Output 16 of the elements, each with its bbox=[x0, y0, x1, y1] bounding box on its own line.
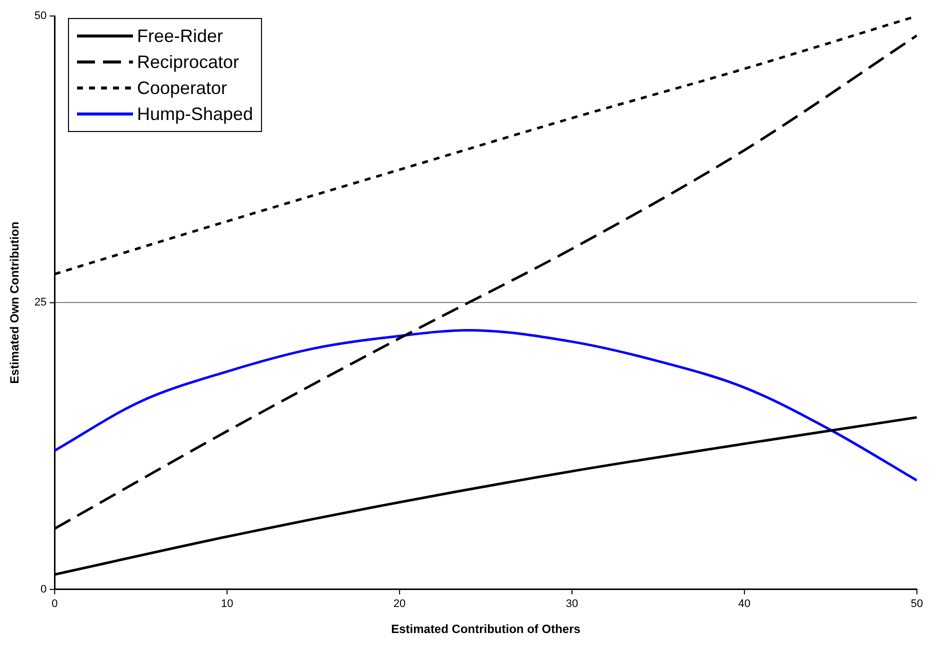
y-axis-title: Estimated Own Contribution bbox=[8, 222, 22, 384]
y-tick-label: 25 bbox=[34, 296, 47, 309]
x-tick-label: 30 bbox=[566, 598, 578, 610]
y-tick-label: 50 bbox=[34, 10, 47, 22]
x-tick-label: 0 bbox=[52, 598, 58, 610]
x-axis-title: Estimated Contribution of Others bbox=[391, 622, 581, 636]
legend-label: Free-Rider bbox=[137, 26, 224, 46]
x-tick-label: 20 bbox=[393, 598, 406, 610]
line-series bbox=[54, 328, 917, 482]
legend-label: Cooperator bbox=[137, 78, 228, 98]
x-tick-label: 10 bbox=[220, 598, 234, 610]
x-tick-label: 40 bbox=[738, 598, 751, 610]
x-tick-label: 50 bbox=[910, 598, 924, 610]
legend-label: Hump-Shaped bbox=[137, 104, 254, 124]
y-tick-label: 0 bbox=[40, 583, 47, 596]
legend-label: Reciprocator bbox=[137, 52, 240, 72]
